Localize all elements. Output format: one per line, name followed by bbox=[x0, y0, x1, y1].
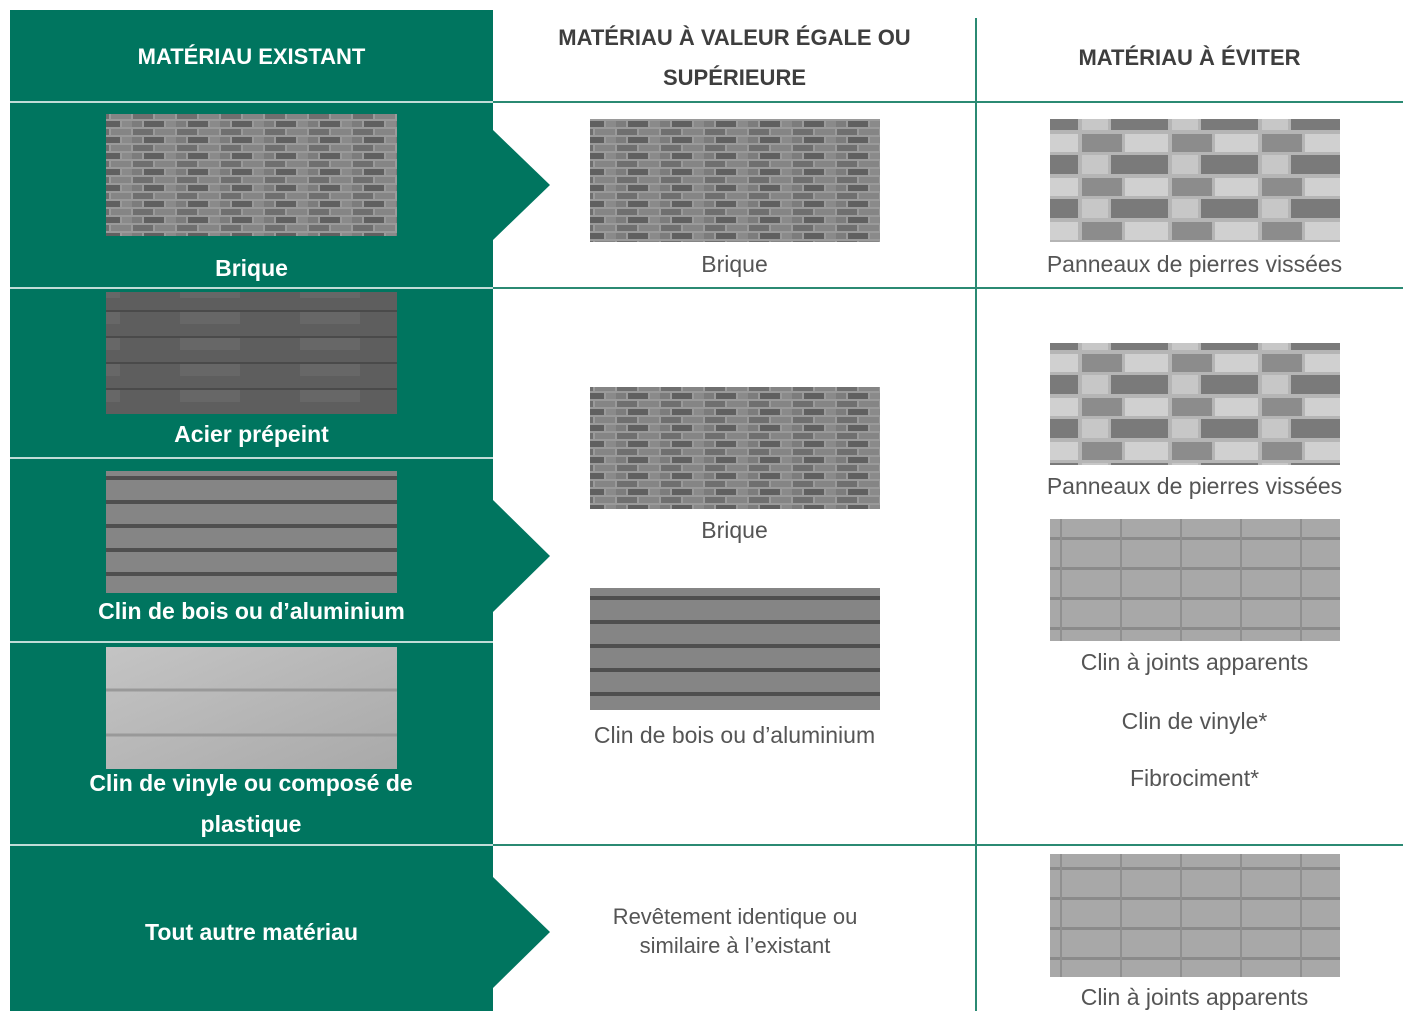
avoid-label: Panneaux de pierres vissées bbox=[1046, 251, 1343, 277]
avoid-label: Clin à joints apparents bbox=[1080, 984, 1309, 1010]
avoid-label: Clin de vinyle* bbox=[1121, 708, 1268, 734]
existing-label: Brique bbox=[215, 255, 288, 281]
grid-lines bbox=[493, 18, 1403, 1011]
equivalent-label: Clin de bois ou d’aluminium bbox=[593, 722, 876, 748]
existing-label: Clin de vinyle ou composé de plastique bbox=[89, 770, 413, 837]
equivalent-label: Revêtement identique ou similaire à l’ex… bbox=[612, 904, 858, 958]
avoid-label: Fibrociment* bbox=[1129, 765, 1260, 791]
material-images bbox=[106, 114, 1340, 977]
arrows bbox=[493, 130, 550, 988]
existing-label: Clin de bois ou d’aluminium bbox=[98, 598, 405, 624]
existing-label: Acier prépeint bbox=[174, 421, 329, 447]
avoid-label: Clin à joints apparents bbox=[1080, 649, 1309, 675]
existing-label: Tout autre matériau bbox=[145, 919, 358, 945]
column-header: MATÉRIAU À ÉVITER bbox=[1078, 45, 1301, 70]
column-header: MATÉRIAU À VALEUR ÉGALE OU SUPÉRIEURE bbox=[558, 25, 911, 90]
equivalent-label: Brique bbox=[701, 251, 768, 277]
column-header: MATÉRIAU EXISTANT bbox=[137, 44, 366, 69]
avoid-label: Panneaux de pierres vissées bbox=[1046, 473, 1343, 499]
equivalent-label: Brique bbox=[701, 517, 768, 543]
row-separators bbox=[10, 101, 493, 846]
